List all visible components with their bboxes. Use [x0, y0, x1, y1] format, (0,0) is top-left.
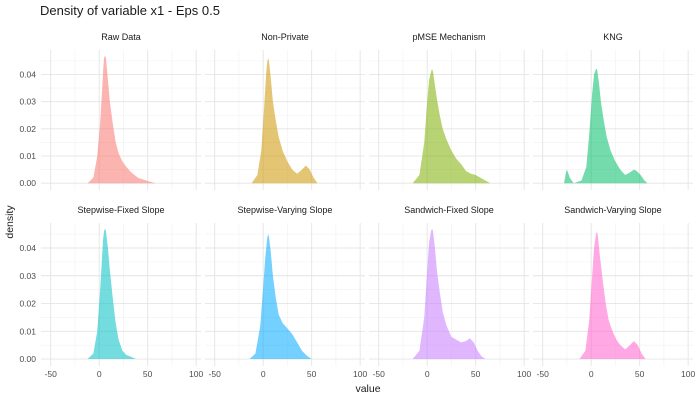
axes: 0.00 0.01 0.02 0.03 0.04 0.00 0.01 0.02 0.03 0.04… — [19, 69, 695, 379]
y-tick-label: 0.01 — [19, 151, 36, 161]
chart-title: Density of variable x1 - Eps 0.5 — [40, 3, 220, 18]
y-tick-label: 0.04 — [19, 69, 36, 79]
density-area-stepwise-varying-slope — [249, 234, 312, 360]
x-tick-label: 50 — [143, 369, 153, 379]
density-area-non-private — [251, 58, 318, 184]
x-tick-label: 100 — [681, 369, 695, 379]
panel-stepwise-varying-slope: Stepwise-Varying Slope — [205, 205, 365, 366]
panel-pmse-mechanism: pMSE Mechanism — [369, 32, 529, 190]
x-tick-label: 100 — [189, 369, 203, 379]
density-area-pmse-mechanism — [412, 69, 491, 184]
y-tick-label: 0.02 — [19, 124, 36, 134]
facet-strip-label: Stepwise-Varying Slope — [238, 205, 333, 215]
x-tick-label: -50 — [373, 369, 386, 379]
panel-stepwise-fixed-slope: Stepwise-Fixed Slope — [41, 205, 201, 366]
facet-strip-label: Stepwise-Fixed Slope — [77, 205, 164, 215]
panel-sandwich-fixed-slope: Sandwich-Fixed Slope — [369, 205, 529, 366]
x-tick-label: 0 — [97, 369, 102, 379]
y-tick-label: 0.03 — [19, 97, 36, 107]
y-tick-label: 0.00 — [19, 354, 36, 364]
x-tick-label: 100 — [517, 369, 531, 379]
density-area-sandwich-varying-slope — [579, 231, 646, 360]
x-tick-label: -50 — [45, 369, 58, 379]
x-tick-label: 50 — [307, 369, 317, 379]
facet-strip-label: KNG — [603, 32, 623, 42]
facet-panels: Raw Data Non-Private pMSE Mechanism KNG Step… — [41, 32, 693, 366]
facet-strip-label: Sandwich-Varying Slope — [564, 205, 661, 215]
x-tick-label: -50 — [209, 369, 222, 379]
x-tick-label: 0 — [589, 369, 594, 379]
y-tick-label: 0.04 — [19, 243, 36, 253]
panel-raw-data: Raw Data — [41, 32, 201, 190]
density-area-stepwise-fixed-slope — [87, 228, 137, 360]
panel-non-private: Non-Private — [205, 32, 365, 190]
y-tick-label: 0.02 — [19, 299, 36, 309]
y-axis-title: density — [4, 205, 16, 239]
density-area-kng — [564, 69, 648, 184]
density-area-sandwich-fixed-slope — [412, 228, 486, 360]
x-tick-label: 50 — [635, 369, 645, 379]
x-tick-label: 0 — [425, 369, 430, 379]
x-tick-label: -50 — [537, 369, 550, 379]
x-tick-label: 50 — [471, 369, 481, 379]
x-tick-label: 100 — [353, 369, 367, 379]
panel-sandwich-varying-slope: Sandwich-Varying Slope — [533, 205, 693, 366]
y-tick-label: 0.00 — [19, 178, 36, 188]
y-tick-label: 0.01 — [19, 326, 36, 336]
x-axis-title: value — [355, 383, 380, 395]
y-tick-label: 0.03 — [19, 271, 36, 281]
facet-strip-label: pMSE Mechanism — [412, 32, 485, 42]
panel-kng: KNG — [533, 32, 693, 190]
x-tick-label: 0 — [261, 369, 266, 379]
facet-strip-label: Non-Private — [261, 32, 309, 42]
facet-strip-label: Sandwich-Fixed Slope — [404, 205, 494, 215]
density-area-raw-data — [87, 55, 156, 184]
facet-strip-label: Raw Data — [101, 32, 141, 42]
